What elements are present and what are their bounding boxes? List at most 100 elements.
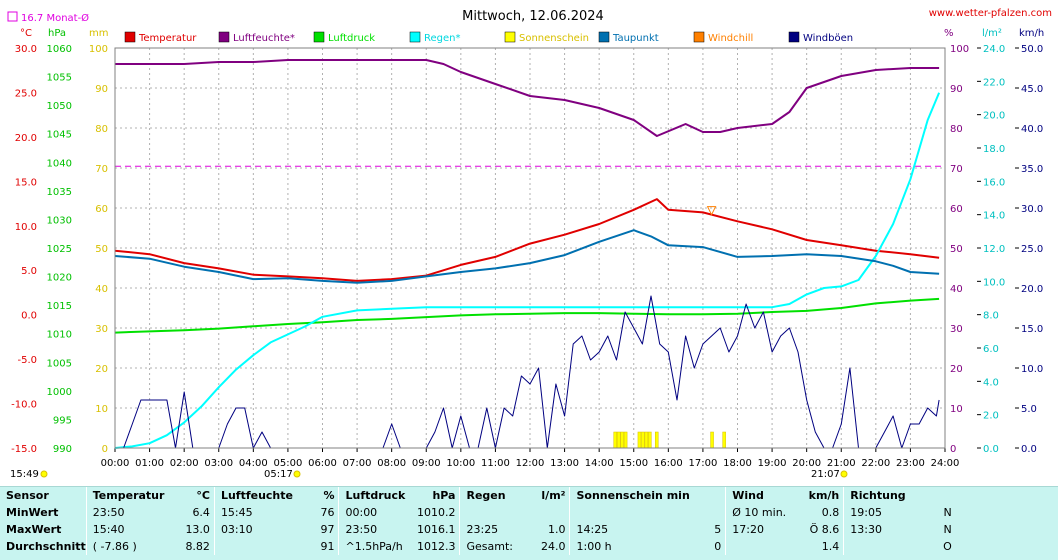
y-tick-percent: 70 (950, 164, 963, 175)
legend-swatch (124, 31, 136, 43)
y-tick-rain: 14.0 (983, 211, 1005, 222)
x-tick-label: 11:00 (481, 458, 510, 469)
stats-row-max: MaxWert 15:40 13.0 03:10 97 23:50 1016.1… (0, 521, 956, 538)
stats-panel: Sensor Temperatur °C Luftfeuchte % Luftd… (0, 486, 1058, 560)
y-tick-rain: 18.0 (983, 144, 1005, 155)
y-tick-mm: 20 (95, 364, 108, 375)
y-tick-temperature: 30.0 (15, 44, 37, 55)
y-tick-pressure: 995 (53, 415, 72, 426)
stats-header-hum-unit: % (323, 489, 335, 502)
chart-title: Mittwoch, 12.06.2024 (462, 9, 604, 24)
y-tick-wind: 10.0 (1021, 364, 1043, 375)
y-tick-pressure: 1040 (47, 158, 72, 169)
stats-header-wind-unit: km/h (808, 489, 840, 502)
x-tick-label: 16:00 (654, 458, 683, 469)
y-tick-mm: 90 (95, 84, 108, 95)
stats-cell: 15:45 (213, 504, 293, 521)
y-tick-mm: 100 (89, 44, 108, 55)
sunshine-bar (722, 431, 726, 449)
stats-cell: Durchschnitt (6, 540, 86, 553)
y-tick-rain: 2.0 (983, 411, 999, 422)
y-tick-mm: 60 (95, 204, 108, 215)
site-link[interactable]: www.wetter-pfalzen.com (929, 8, 1052, 19)
stats-cell: 76 (320, 506, 335, 519)
y-tick-mm: 30 (95, 324, 108, 335)
y-tick-wind: 20.0 (1021, 284, 1043, 295)
sunshine-bar (613, 431, 617, 449)
sunrise-label: 05:17 (264, 469, 293, 480)
time-left-label: 15:49 (10, 469, 39, 480)
x-tick-label: 22:00 (861, 458, 890, 469)
y-tick-pressure: 1000 (47, 387, 72, 398)
series-line-temperatur (114, 198, 940, 282)
y-tick-rain: 20.0 (983, 111, 1005, 122)
month-avg-icon (7, 11, 18, 22)
x-tick-label: 03:00 (204, 458, 233, 469)
unit-lm2: l/m² (982, 28, 1002, 39)
legend-swatch (788, 31, 800, 43)
stats-header-sun: Sonnenschein min (569, 487, 690, 504)
x-tick-label: 17:00 (689, 458, 718, 469)
stats-cell: 23:50 (85, 504, 165, 521)
stats-table: Sensor Temperatur °C Luftfeuchte % Luftd… (0, 487, 956, 555)
stats-header-rain: Regen (459, 487, 524, 504)
y-tick-wind: 40.0 (1021, 124, 1043, 135)
stats-header-sensor: Sensor (6, 489, 49, 502)
legend-label: Windchill (708, 33, 753, 44)
y-tick-pressure: 1050 (47, 101, 72, 112)
stats-cell: MinWert (6, 506, 59, 519)
stats-row-avg: Durchschnitt ( -7.86 ) 8.82 91 ^1.5hPa/h… (0, 538, 956, 555)
series-line-windben (115, 295, 940, 449)
stats-cell: 00:00 (338, 504, 411, 521)
y-tick-rain: 8.0 (983, 311, 999, 322)
legend-label: Luftfeuchte* (233, 33, 295, 44)
unit-hpa: hPa (48, 28, 66, 39)
sunshine-bar (616, 431, 621, 449)
y-tick-percent: 40 (950, 284, 963, 295)
y-tick-wind: 35.0 (1021, 164, 1043, 175)
series-line-taupunkt (114, 229, 940, 284)
y-tick-pressure: 1020 (47, 273, 72, 284)
stats-header-temp: Temperatur (85, 487, 165, 504)
stats-cell: ^1.5hPa/h (338, 538, 411, 555)
stats-cell: Ö 8.6 (809, 523, 840, 536)
y-tick-temperature: 5.0 (21, 266, 37, 277)
sun-icon (40, 470, 48, 478)
y-tick-pressure: 1030 (47, 215, 72, 226)
series-line-luftfeuchte (115, 59, 940, 137)
y-tick-rain: 0.0 (983, 444, 999, 455)
y-tick-temperature: 10.0 (15, 222, 37, 233)
stats-cell: 1016.1 (416, 523, 456, 536)
legend-swatch (313, 31, 325, 43)
x-tick-label: 05:00 (274, 458, 303, 469)
y-tick-mm: 80 (95, 124, 108, 135)
y-tick-percent: 0 (950, 444, 956, 455)
y-tick-mm: 40 (95, 284, 108, 295)
x-tick-label: 02:00 (170, 458, 199, 469)
stats-cell: MaxWert (6, 523, 62, 536)
y-tick-mm: 0 (102, 444, 108, 455)
sunset-icon (840, 470, 848, 478)
sunshine-bar (620, 431, 624, 449)
x-tick-label: 24:00 (931, 458, 960, 469)
stats-header-press-unit: hPa (432, 489, 456, 502)
unit-percent: % (944, 28, 954, 39)
y-tick-percent: 20 (950, 364, 963, 375)
y-tick-percent: 50 (950, 244, 963, 255)
x-tick-label: 12:00 (516, 458, 545, 469)
stats-cell: ( -7.86 ) (85, 538, 165, 555)
stats-header-press: Luftdruck (338, 487, 411, 504)
stats-cell (843, 538, 906, 555)
x-tick-label: 19:00 (758, 458, 787, 469)
y-tick-rain: 24.0 (983, 44, 1005, 55)
x-tick-label: 04:00 (239, 458, 268, 469)
y-tick-temperature: -15.0 (11, 444, 37, 455)
unit-celsius: °C (20, 28, 32, 39)
stats-cell: 5 (714, 523, 722, 536)
y-tick-rain: 22.0 (983, 77, 1005, 88)
sunshine-bar (654, 431, 659, 449)
sunshine-bar (623, 431, 628, 449)
stats-cell: 1.0 (547, 523, 566, 536)
stats-cell: N (943, 506, 952, 519)
y-tick-mm: 50 (95, 244, 108, 255)
